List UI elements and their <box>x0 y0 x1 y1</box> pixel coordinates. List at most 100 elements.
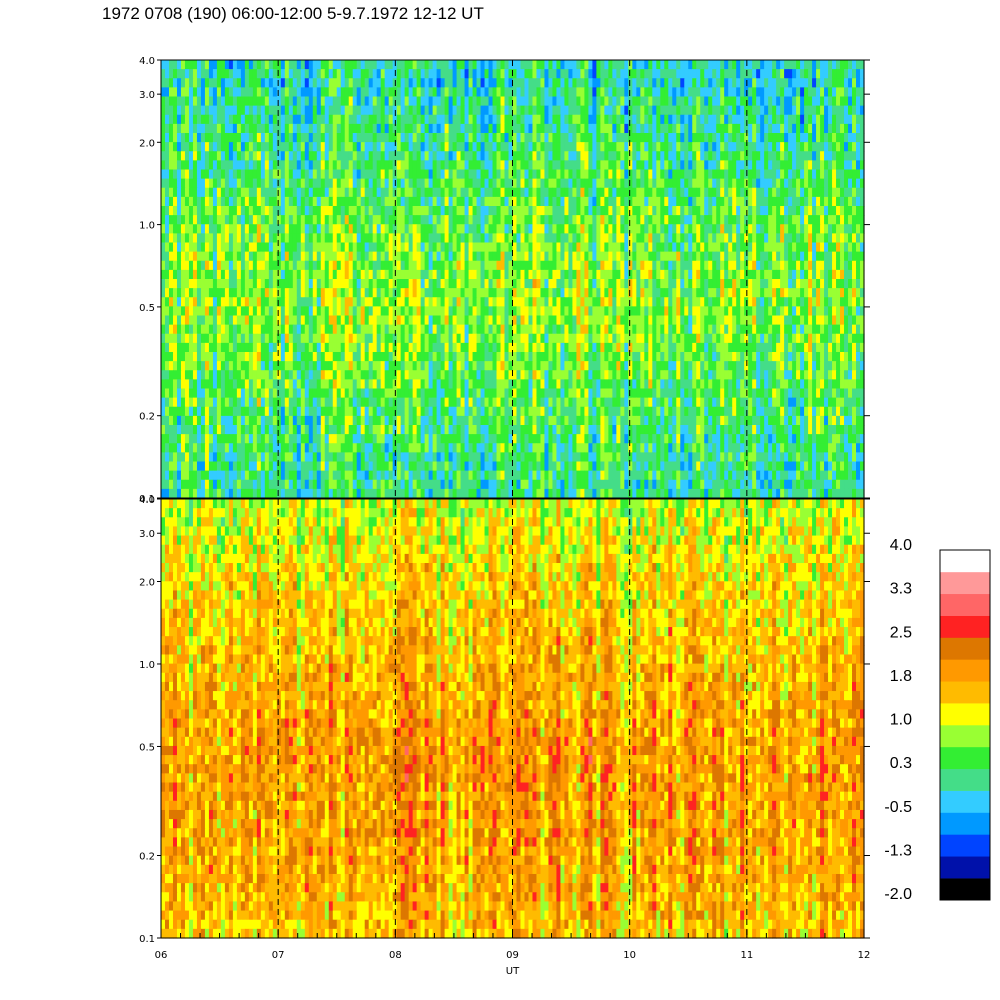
heatmap-cell <box>288 215 294 225</box>
heatmap-cell <box>240 114 246 125</box>
heatmap-cell <box>636 114 641 125</box>
heatmap-cell <box>312 288 318 298</box>
heatmap-cell <box>208 69 214 79</box>
heatmap-cell <box>520 87 526 98</box>
heatmap-cell <box>660 133 665 143</box>
heatmap-cell <box>516 224 522 234</box>
heatmap-cell <box>556 69 562 79</box>
heatmap-cell <box>284 297 290 307</box>
heatmap-cell <box>340 142 346 152</box>
heatmap-cell <box>296 187 302 198</box>
heatmap-cell <box>840 288 845 298</box>
heatmap-cell <box>268 187 274 198</box>
heatmap-cell <box>272 260 278 271</box>
heatmap-cell <box>172 224 178 234</box>
heatmap-cell <box>192 297 198 307</box>
heatmap-cell <box>800 187 805 198</box>
heatmap-cell <box>252 215 258 225</box>
heatmap-cell <box>640 187 645 198</box>
heatmap-cell <box>860 178 865 189</box>
heatmap-cell <box>532 242 538 253</box>
heatmap-cell <box>432 96 438 107</box>
heatmap-cell <box>728 279 733 289</box>
heatmap-cell <box>432 105 438 116</box>
heatmap-cell <box>488 269 494 280</box>
heatmap-cell <box>216 160 222 171</box>
heatmap-cell <box>704 69 709 79</box>
heatmap-cell <box>728 60 733 70</box>
heatmap-cell <box>164 269 170 280</box>
heatmap-cell <box>840 206 845 216</box>
heatmap-cell <box>836 233 841 244</box>
heatmap-cell <box>812 269 817 280</box>
heatmap-cell <box>228 251 234 262</box>
heatmap-cell <box>720 196 725 207</box>
heatmap-cell <box>564 269 570 280</box>
heatmap-cell <box>248 233 254 244</box>
heatmap-cell <box>516 87 522 98</box>
heatmap-cell <box>284 251 290 262</box>
heatmap-cell <box>356 269 362 280</box>
heatmap-cell <box>488 297 494 307</box>
heatmap-cell <box>200 69 206 79</box>
heatmap-cell <box>468 169 474 180</box>
heatmap-cell <box>436 160 442 171</box>
heatmap-cell <box>192 105 198 116</box>
heatmap-cell <box>656 187 661 198</box>
heatmap-cell <box>516 206 522 216</box>
heatmap-cell <box>328 233 334 244</box>
heatmap-cell <box>860 297 865 307</box>
heatmap-cell <box>748 96 753 107</box>
heatmap-cell <box>776 78 781 88</box>
heatmap-cell <box>240 251 246 262</box>
heatmap-cell <box>656 196 661 207</box>
heatmap-cell <box>688 196 693 207</box>
heatmap-cell <box>412 224 418 234</box>
heatmap-cell <box>512 251 518 262</box>
heatmap-cell <box>300 96 306 107</box>
heatmap-cell <box>664 151 669 161</box>
heatmap-cell <box>620 260 625 271</box>
heatmap-cell <box>560 224 566 234</box>
heatmap-cell <box>364 78 370 88</box>
heatmap-cell <box>576 169 581 180</box>
heatmap-cell <box>548 178 554 189</box>
heatmap-cell <box>556 60 562 70</box>
heatmap-cell <box>420 96 426 107</box>
heatmap-cell <box>368 69 374 79</box>
heatmap-cell <box>328 206 334 216</box>
heatmap-cell <box>256 60 262 70</box>
heatmap-cell <box>376 279 382 289</box>
heatmap-cell <box>276 123 282 134</box>
heatmap-cell <box>600 297 605 307</box>
heatmap-cell <box>560 133 566 143</box>
heatmap-cell <box>436 142 442 152</box>
heatmap-cell <box>161 224 166 234</box>
heatmap-cell <box>720 169 725 180</box>
heatmap-cell <box>448 279 454 289</box>
heatmap-cell <box>832 69 837 79</box>
heatmap-cell <box>380 96 386 107</box>
heatmap-cell <box>528 279 534 289</box>
heatmap-cell <box>544 251 550 262</box>
heatmap-cell <box>632 206 637 216</box>
heatmap-cell <box>456 269 462 280</box>
heatmap-cell <box>524 279 530 289</box>
heatmap-cell <box>812 242 817 253</box>
heatmap-cell <box>280 224 286 234</box>
heatmap-cell <box>304 87 310 98</box>
heatmap-cell <box>596 133 601 143</box>
heatmap-cell <box>392 151 398 161</box>
heatmap-cell <box>224 78 230 88</box>
heatmap-cell <box>352 105 358 116</box>
heatmap-cell <box>780 187 785 198</box>
heatmap-cell <box>684 142 689 152</box>
heatmap-cell <box>488 178 494 189</box>
heatmap-cell <box>408 142 414 152</box>
heatmap-cell <box>232 233 238 244</box>
heatmap-cell <box>780 306 785 317</box>
heatmap-cell <box>428 233 434 244</box>
heatmap-cell <box>708 69 713 79</box>
heatmap-cell <box>264 215 270 225</box>
heatmap-cell <box>612 206 617 216</box>
